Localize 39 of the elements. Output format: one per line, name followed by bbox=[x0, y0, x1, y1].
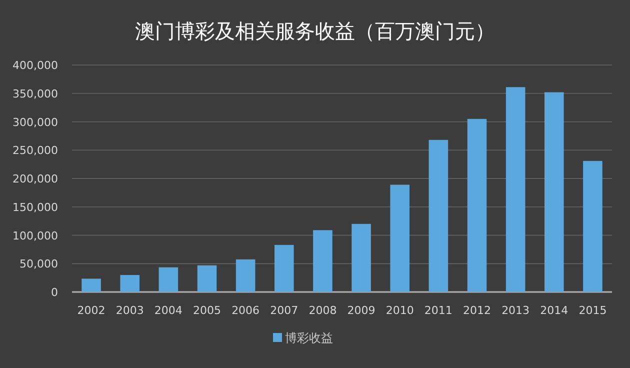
x-tick-label: 2006 bbox=[232, 304, 260, 317]
x-tick-label: 2013 bbox=[502, 304, 530, 317]
y-tick-label: 150,000 bbox=[12, 200, 58, 214]
bar bbox=[197, 265, 217, 292]
x-tick-label: 2005 bbox=[193, 304, 221, 317]
bar bbox=[506, 87, 526, 292]
x-tick-label: 2008 bbox=[308, 304, 337, 317]
x-tick-label: 2009 bbox=[347, 304, 376, 317]
chart-title: 澳门博彩及相关服务收益（百万澳门元） bbox=[135, 19, 495, 43]
y-tick-label: 250,000 bbox=[12, 144, 58, 158]
x-tick-label: 2010 bbox=[386, 304, 414, 317]
bar bbox=[120, 274, 140, 292]
x-tick-label: 2015 bbox=[578, 304, 607, 317]
y-tick-label: 200,000 bbox=[12, 172, 58, 186]
bar bbox=[390, 184, 410, 292]
bar bbox=[583, 160, 602, 292]
x-tick-label: 2004 bbox=[154, 304, 182, 317]
y-tick-label: 400,000 bbox=[12, 59, 58, 72]
bar bbox=[352, 224, 371, 292]
bar bbox=[544, 92, 564, 292]
x-tick-label: 2012 bbox=[463, 304, 491, 317]
bar bbox=[82, 278, 101, 292]
bar bbox=[274, 244, 294, 292]
x-tick-label: 2007 bbox=[270, 304, 298, 317]
x-tick-label: 2003 bbox=[116, 304, 144, 317]
bar bbox=[467, 118, 487, 292]
bar bbox=[428, 140, 448, 292]
bar bbox=[236, 259, 256, 292]
x-tick-label: 2002 bbox=[77, 304, 106, 317]
y-tick-label: 50,000 bbox=[20, 258, 58, 271]
legend-label: 博彩收益 bbox=[285, 331, 333, 345]
y-tick-label: 350,000 bbox=[12, 87, 58, 100]
y-tick-label: 0 bbox=[51, 286, 58, 299]
y-tick-label: 100,000 bbox=[12, 229, 58, 242]
x-tick-label: 2014 bbox=[540, 304, 568, 317]
y-tick-label: 300,000 bbox=[12, 116, 58, 129]
bar bbox=[313, 230, 332, 292]
x-tick-label: 2011 bbox=[424, 304, 452, 317]
bar bbox=[158, 267, 178, 292]
